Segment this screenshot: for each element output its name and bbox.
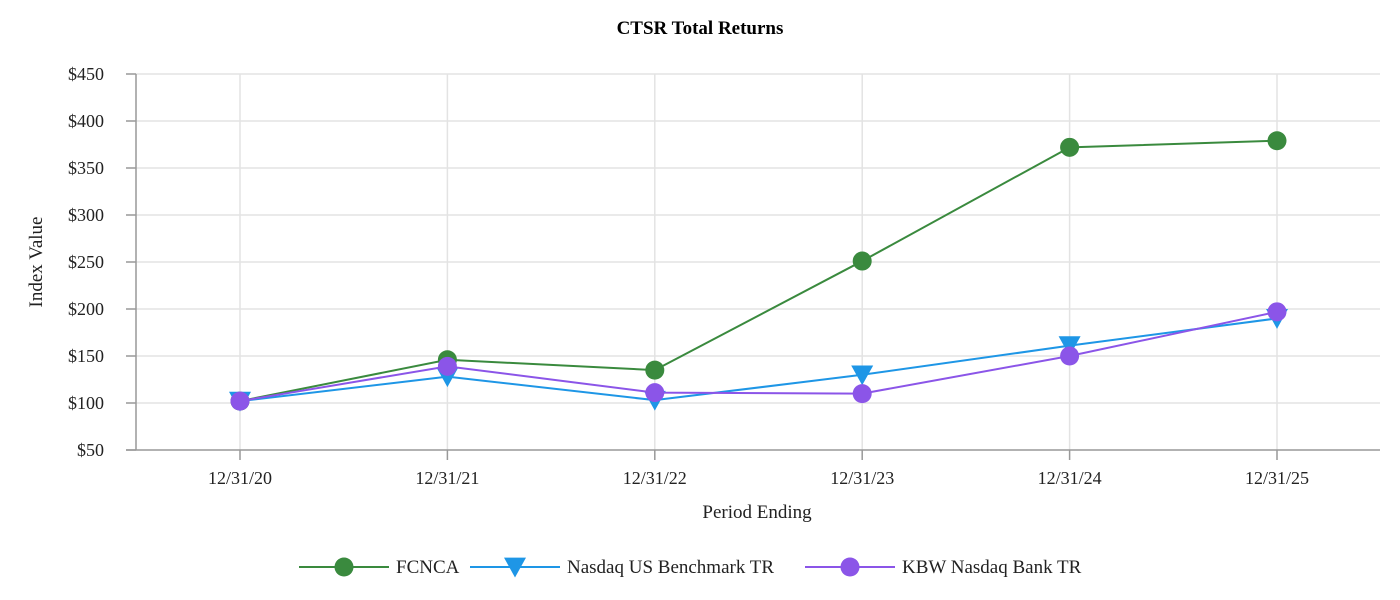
data-point bbox=[437, 356, 457, 376]
legend-item: Nasdaq US Benchmark TR bbox=[470, 557, 774, 578]
data-point bbox=[1060, 346, 1080, 366]
series-line bbox=[239, 139, 1278, 403]
data-point bbox=[1060, 137, 1080, 157]
data-point bbox=[851, 365, 874, 386]
legend-marker bbox=[334, 557, 354, 577]
legend-item: FCNCA bbox=[299, 557, 460, 578]
data-point bbox=[1267, 302, 1287, 322]
y-tick-label: $50 bbox=[77, 440, 104, 460]
y-tick-label: $250 bbox=[68, 252, 104, 272]
chart-title: CTSR Total Returns bbox=[617, 18, 784, 39]
y-tick-label: $100 bbox=[68, 393, 104, 413]
x-tick-label: 12/31/23 bbox=[830, 468, 894, 488]
data-point bbox=[852, 384, 872, 404]
data-point bbox=[645, 383, 665, 403]
legend: FCNCA Nasdaq US Benchmark TR KBW Nasdaq Ba… bbox=[299, 557, 1082, 578]
x-tick-label: 12/31/25 bbox=[1245, 468, 1309, 488]
series-kbw-nasdaq-bank-tr bbox=[230, 302, 1287, 411]
y-tick-label: $450 bbox=[68, 64, 104, 84]
x-tick-label: 12/31/24 bbox=[1038, 468, 1102, 488]
data-point bbox=[230, 391, 250, 411]
legend-marker bbox=[504, 557, 526, 578]
data-point bbox=[645, 360, 665, 380]
y-axis-title: Index Value bbox=[26, 217, 47, 308]
legend-item: KBW Nasdaq Bank TR bbox=[805, 557, 1082, 578]
y-tick-label: $200 bbox=[68, 299, 104, 319]
x-tick-label: 12/31/20 bbox=[208, 468, 272, 488]
y-tick-label: $400 bbox=[68, 111, 104, 131]
x-tick-label: 12/31/21 bbox=[415, 468, 479, 488]
x-axis-title: Period Ending bbox=[702, 502, 812, 523]
legend-label: Nasdaq US Benchmark TR bbox=[567, 557, 774, 578]
data-point bbox=[1267, 131, 1287, 151]
series-nasdaq-us-benchmark-tr bbox=[229, 309, 1288, 412]
y-tick-label: $300 bbox=[68, 205, 104, 225]
series-fcnca bbox=[230, 131, 1287, 411]
data-point bbox=[852, 251, 872, 271]
series-line bbox=[239, 310, 1278, 403]
y-tick-label: $350 bbox=[68, 158, 104, 178]
grid bbox=[136, 73, 1380, 450]
series-line bbox=[239, 317, 1278, 403]
data-point bbox=[1058, 336, 1081, 357]
y-tick-label: $150 bbox=[68, 346, 104, 366]
series bbox=[229, 131, 1288, 412]
legend-label: FCNCA bbox=[396, 557, 460, 578]
legend-marker bbox=[840, 557, 860, 577]
legend-label: KBW Nasdaq Bank TR bbox=[902, 557, 1082, 578]
x-tick-label: 12/31/22 bbox=[623, 468, 687, 488]
axes: $50 $100 $150 $200 $250 $300 $350 $400 $450 12/31… bbox=[68, 64, 1380, 488]
